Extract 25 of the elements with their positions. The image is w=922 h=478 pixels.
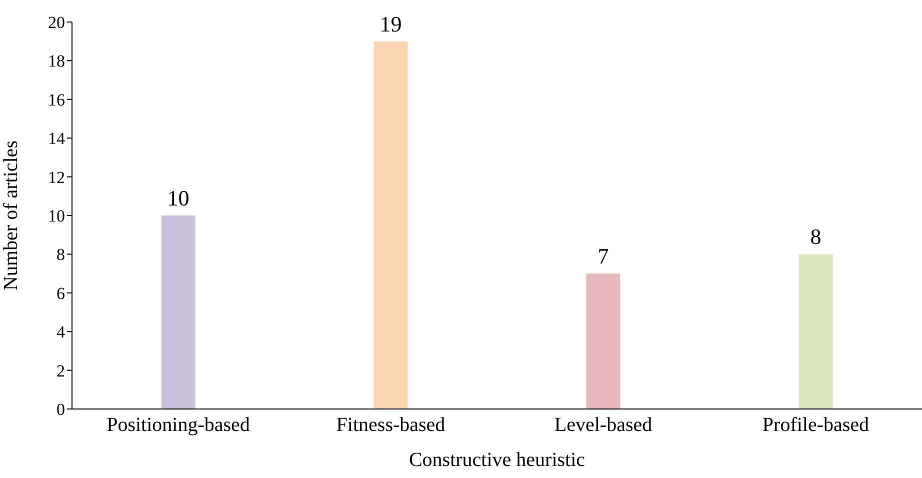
y-tick-label: 6 (56, 284, 65, 303)
x-axis-title: Constructive heuristic (408, 449, 586, 471)
y-tick-label: 14 (48, 129, 66, 148)
bar (161, 216, 196, 409)
y-axis-title: Number of articles (0, 140, 22, 290)
bar (798, 254, 833, 409)
y-tick-label: 16 (48, 90, 65, 110)
x-tick-label: Profile-based (762, 414, 870, 436)
y-tick-label: 0 (56, 400, 65, 420)
data-label: 7 (598, 244, 609, 269)
x-tick-label: Positioning-based (106, 414, 250, 436)
data-label: 10 (167, 186, 190, 210)
data-label: 19 (380, 11, 402, 36)
x-tick-label: Level-based (554, 414, 652, 436)
bar (586, 274, 620, 409)
y-tick-label: 4 (56, 322, 66, 342)
y-tick-label: 18 (48, 52, 65, 71)
data-label: 8 (810, 224, 822, 250)
y-tick-label: 10 (48, 206, 65, 226)
bar (374, 41, 408, 409)
y-tick-label: 12 (48, 168, 65, 187)
y-tick-label: 8 (56, 245, 65, 264)
y-tick-label: 2 (56, 361, 65, 380)
y-tick-label: 20 (48, 13, 65, 32)
x-tick-label: Fitness-based (336, 414, 446, 436)
